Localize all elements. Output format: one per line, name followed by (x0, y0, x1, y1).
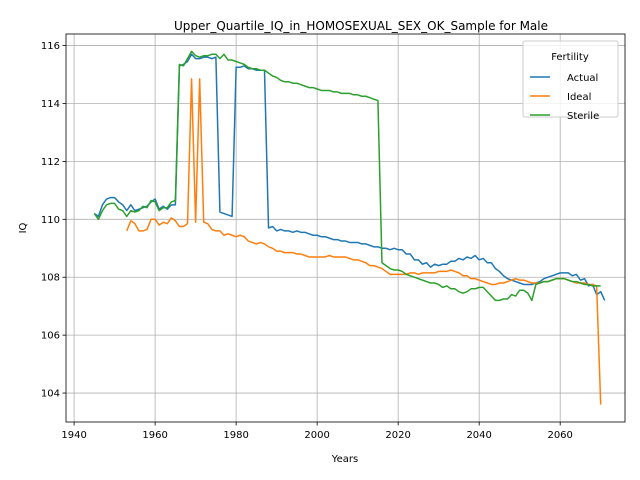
legend-label-actual: Actual (567, 73, 598, 84)
x-tick-label: 1980 (223, 430, 248, 441)
x-axis-ticks: 1940 1960 1980 2000 2020 2040 2060 (61, 422, 573, 441)
series-line-sterile (93, 50, 601, 302)
y-tick-label: 112 (41, 157, 60, 168)
y-tick-label: 114 (41, 99, 60, 110)
x-tick-label: 2020 (385, 430, 410, 441)
series-layer (93, 50, 606, 405)
legend: Fertility Actual Ideal Sterile (522, 40, 619, 122)
x-tick-label: 1960 (142, 430, 167, 441)
y-axis-label: IQ (18, 222, 29, 233)
legend-title: Fertility (551, 52, 589, 63)
legend-items: Actual Ideal Sterile (530, 73, 599, 122)
x-axis-label: Years (331, 454, 358, 465)
y-tick-label: 110 (41, 215, 60, 226)
plot-frame (65, 33, 626, 423)
x-tick-label: 1940 (61, 430, 86, 441)
x-tick-label: 2040 (466, 430, 491, 441)
legend-label-ideal: Ideal (567, 92, 591, 103)
y-tick-label: 116 (41, 41, 60, 52)
y-tick-label: 108 (41, 273, 60, 284)
chart-title: Upper_Quartile_IQ_in_HOMOSEXUAL_SEX_OK_S… (174, 19, 548, 33)
x-tick-label: 2060 (547, 430, 572, 441)
grid (66, 34, 625, 422)
y-tick-label: 104 (41, 389, 60, 400)
x-tick-label: 2000 (304, 430, 329, 441)
legend-label-sterile: Sterile (567, 111, 599, 122)
y-tick-label: 106 (41, 331, 60, 342)
y-axis-ticks: 104 106 108 110 112 114 116 (41, 41, 66, 400)
legend-box (522, 40, 619, 118)
series-line-ideal (126, 78, 602, 405)
